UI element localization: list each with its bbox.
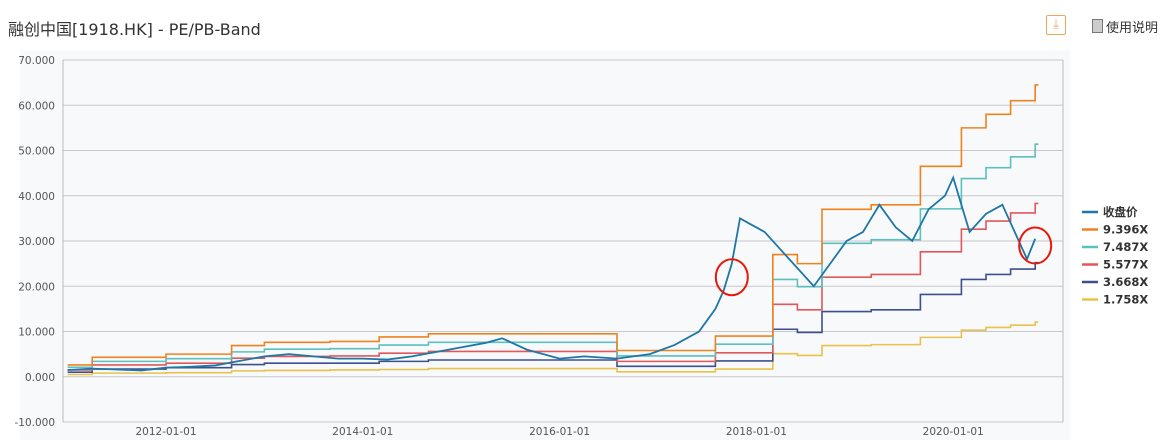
- legend-item[interactable]: 9.396X: [1103, 223, 1148, 237]
- y-tick-label: 20.000: [18, 281, 55, 293]
- document-icon: [1092, 19, 1103, 33]
- y-tick-label: 50.000: [18, 146, 55, 158]
- page-title: 融创中国[1918.HK] - PE/PB-Band: [8, 20, 261, 39]
- x-tick-label: 2012-01-01: [135, 426, 196, 438]
- y-tick-label: 30.000: [18, 236, 55, 248]
- y-tick-label: 10.000: [18, 327, 55, 339]
- series-line-1.758X: [67, 321, 1039, 376]
- download-icon: ⤓: [1053, 17, 1059, 32]
- y-tick-label: 0.000: [25, 372, 55, 384]
- y-tick-label: -10.000: [14, 417, 55, 429]
- series-line-7.487X: [67, 143, 1039, 369]
- y-tick-label: 70.000: [18, 55, 55, 67]
- legend-item[interactable]: 7.487X: [1103, 240, 1148, 254]
- download-button[interactable]: ⤓: [1046, 15, 1066, 35]
- series-line-3.668X: [67, 261, 1039, 374]
- help-label: 使用说明: [1106, 21, 1159, 36]
- legend-item[interactable]: 3.668X: [1103, 275, 1148, 289]
- series-line-5.577X: [67, 202, 1039, 371]
- legend-item[interactable]: 收盘价: [1103, 205, 1138, 219]
- x-tick-label: 2016-01-01: [529, 426, 590, 438]
- series-line-收盘价: [67, 175, 1037, 372]
- x-tick-label: 2020-01-01: [923, 426, 984, 438]
- series-line-9.396X: [67, 84, 1039, 366]
- plot-background: [20, 50, 1070, 440]
- x-tick-label: 2018-01-01: [726, 426, 787, 438]
- x-tick-label: 2014-01-01: [332, 426, 393, 438]
- highlight-circle: [1018, 226, 1053, 265]
- y-tick-label: 60.000: [18, 100, 55, 112]
- y-tick-label: 40.000: [18, 191, 55, 203]
- help-link[interactable]: 使用说明: [1092, 17, 1158, 36]
- legend-item[interactable]: 1.758X: [1103, 293, 1148, 307]
- highlight-circle: [714, 258, 749, 297]
- legend-item[interactable]: 5.577X: [1103, 258, 1148, 272]
